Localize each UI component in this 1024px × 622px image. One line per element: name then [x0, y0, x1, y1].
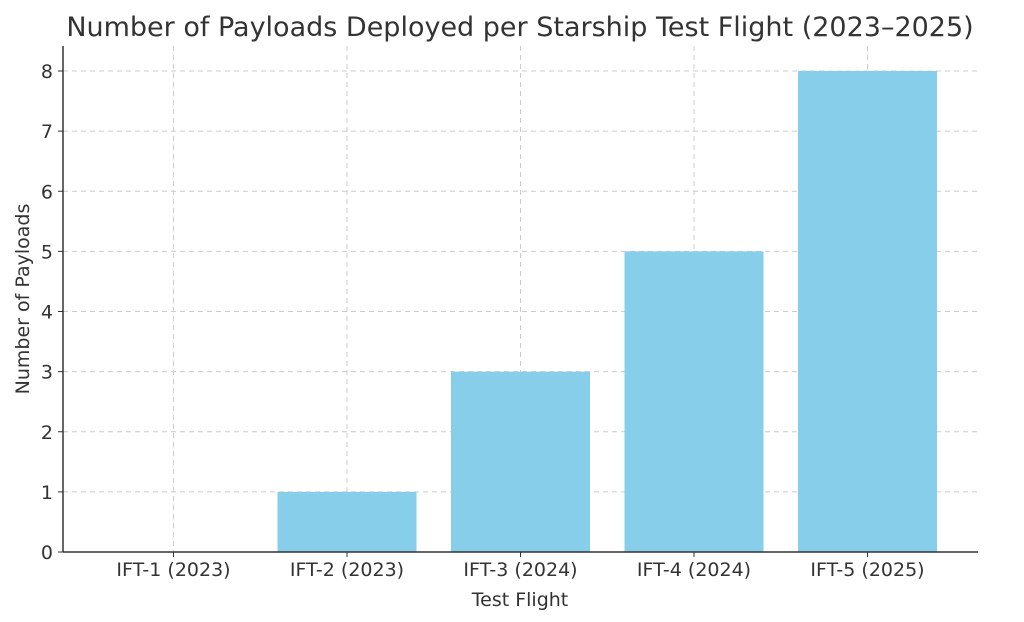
bars — [277, 71, 937, 552]
x-tick-label: IFT-5 (2025) — [810, 559, 924, 581]
bar — [798, 71, 937, 552]
bar — [451, 371, 590, 552]
y-tick-label: 5 — [41, 241, 53, 263]
bar — [277, 491, 417, 552]
y-tick-label: 4 — [41, 302, 53, 324]
x-tick-label: IFT-1 (2023) — [116, 559, 230, 581]
y-tick-labels: 0 1 2 3 4 5 6 7 8 — [41, 61, 63, 564]
x-axis-label: Test Flight — [471, 589, 569, 611]
y-tick-label: 7 — [41, 121, 53, 143]
y-tick-label: 8 — [41, 61, 53, 83]
y-axis-label: Number of Payloads — [12, 204, 34, 395]
x-tick-labels: IFT-1 (2023) IFT-2 (2023) IFT-3 (2024) IFT-… — [116, 552, 925, 581]
y-tick-label: 3 — [41, 362, 53, 384]
x-tick-label: IFT-4 (2024) — [637, 559, 751, 581]
y-tick-label: 0 — [41, 542, 53, 564]
y-tick-label: 2 — [41, 422, 53, 444]
chart-title: Number of Payloads Deployed per Starship… — [66, 12, 973, 43]
y-tick-label: 6 — [41, 181, 53, 203]
y-tick-label: 1 — [41, 482, 53, 504]
bar — [624, 251, 764, 552]
x-tick-label: IFT-2 (2023) — [290, 559, 404, 581]
x-tick-label: IFT-3 (2024) — [463, 559, 577, 581]
